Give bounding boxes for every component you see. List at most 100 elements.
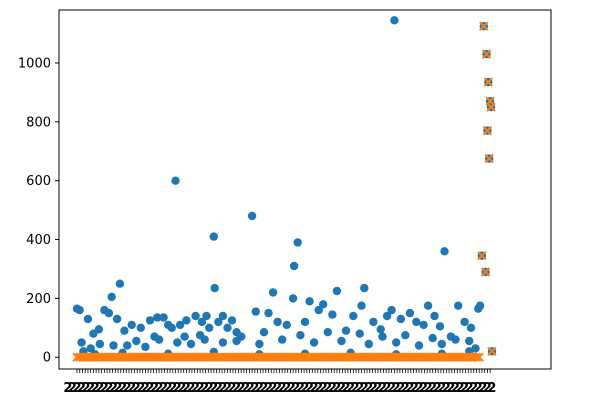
- blue-point: [202, 311, 211, 321]
- blue-point: [136, 323, 145, 332]
- orange-x-marker: [481, 49, 492, 59]
- x-tick-label: 2: [319, 381, 328, 396]
- x-tick-label: 2: [141, 381, 150, 396]
- x-tick-label: 2: [136, 381, 145, 396]
- blue-point: [392, 338, 401, 347]
- orange-x-marker: [474, 352, 484, 362]
- x-tick-label: 2: [237, 381, 246, 396]
- blue-point: [120, 326, 129, 335]
- orange-x-marker: [479, 21, 489, 31]
- blue-point: [167, 323, 176, 332]
- orange-x-marker: [482, 125, 493, 136]
- blue-point: [251, 307, 260, 316]
- y-tick-label: 200: [26, 292, 51, 307]
- x-tick-label: 2: [259, 381, 268, 396]
- x-tick-label: 2: [246, 381, 255, 396]
- x-tick-label: 2: [209, 381, 218, 396]
- blue-point: [430, 311, 439, 321]
- blue-point: [159, 313, 168, 322]
- blue-point: [150, 332, 159, 341]
- blue-point: [223, 323, 232, 332]
- blue-point: [387, 305, 396, 315]
- x-tick-label: 2: [196, 381, 205, 396]
- orange-x-marker: [471, 352, 482, 362]
- y-tick-label: 600: [26, 174, 51, 189]
- x-tick-label: 2: [355, 381, 364, 396]
- blue-point: [145, 316, 155, 325]
- blue-point: [83, 314, 93, 324]
- x-tick-label: 2: [182, 381, 191, 396]
- blue-point: [466, 323, 476, 332]
- x-tick-label: 2: [487, 381, 496, 396]
- x-tick-label: 2: [77, 381, 86, 396]
- blue-point: [75, 305, 84, 315]
- x-tick-label: 2: [269, 381, 278, 396]
- blue-point: [337, 336, 346, 346]
- blue-point: [454, 301, 463, 310]
- blue-point: [123, 341, 132, 350]
- x-tick-label: 2: [287, 381, 296, 396]
- x-tick-label: 2: [228, 381, 237, 396]
- blue-point: [107, 292, 116, 302]
- x-tick-label: 2: [442, 381, 451, 396]
- x-tick-label: 2: [186, 381, 195, 396]
- blue-point: [218, 338, 228, 347]
- x-tick-label: 2: [401, 381, 410, 396]
- blue-point: [86, 344, 95, 353]
- orange-x-marker: [477, 251, 487, 261]
- x-tick-label: 2: [218, 381, 227, 396]
- x-tick-label: 2: [405, 381, 414, 396]
- blue-point: [175, 320, 185, 330]
- blue-point: [293, 238, 302, 247]
- blue-point: [182, 316, 191, 325]
- x-tick-label: 2: [387, 381, 396, 396]
- x-tick-label: 2: [95, 381, 104, 396]
- blue-point: [141, 342, 150, 352]
- blue-point: [471, 344, 480, 353]
- blue-point: [349, 311, 358, 321]
- blue-point: [355, 329, 364, 338]
- x-tick-label: 2: [200, 381, 209, 396]
- blue-point: [153, 313, 162, 322]
- blue-point: [94, 325, 104, 334]
- x-tick-label: 2: [342, 381, 351, 396]
- axes: 0200400600800100022222222222222222222222…: [18, 56, 497, 396]
- x-tick-label: 2: [232, 381, 241, 396]
- x-tick-label: 2: [465, 381, 474, 396]
- x-tick-label: 2: [264, 381, 273, 396]
- y-tick-label: 400: [26, 233, 51, 248]
- blue-point: [104, 308, 114, 318]
- x-tick-label: 2: [205, 381, 214, 396]
- blue-point: [288, 294, 298, 303]
- blue-point: [369, 317, 378, 327]
- x-tick-label: 2: [383, 381, 392, 396]
- x-tick-label: 2: [214, 381, 223, 396]
- blue-point: [423, 301, 433, 310]
- blue-point: [296, 331, 305, 340]
- x-tick-label: 2: [419, 381, 428, 396]
- blue-point: [412, 317, 421, 327]
- x-tick-label: 2: [255, 381, 264, 396]
- blue-point: [405, 308, 415, 318]
- blue-point: [173, 338, 182, 347]
- orange-x-marker: [483, 77, 494, 87]
- blue-point: [171, 176, 180, 185]
- x-tick-label: 2: [155, 381, 164, 396]
- x-tick-label: 2: [396, 381, 405, 396]
- x-tick-label: 2: [114, 381, 123, 396]
- blue-point: [314, 305, 323, 315]
- blue-point: [332, 286, 342, 296]
- x-tick-label: 2: [145, 381, 154, 396]
- x-tick-label: 2: [378, 381, 387, 396]
- blue-point: [95, 339, 105, 349]
- blue-point: [247, 211, 257, 221]
- blue-point: [440, 247, 449, 256]
- x-tick-label: 2: [328, 381, 337, 396]
- x-tick-label: 2: [82, 381, 91, 396]
- x-tick-label: 2: [369, 381, 378, 396]
- blue-point: [401, 331, 410, 340]
- blue-point: [180, 332, 189, 341]
- blue-point: [328, 310, 337, 319]
- blue-point: [232, 328, 241, 337]
- x-tick-label: 2: [332, 381, 341, 396]
